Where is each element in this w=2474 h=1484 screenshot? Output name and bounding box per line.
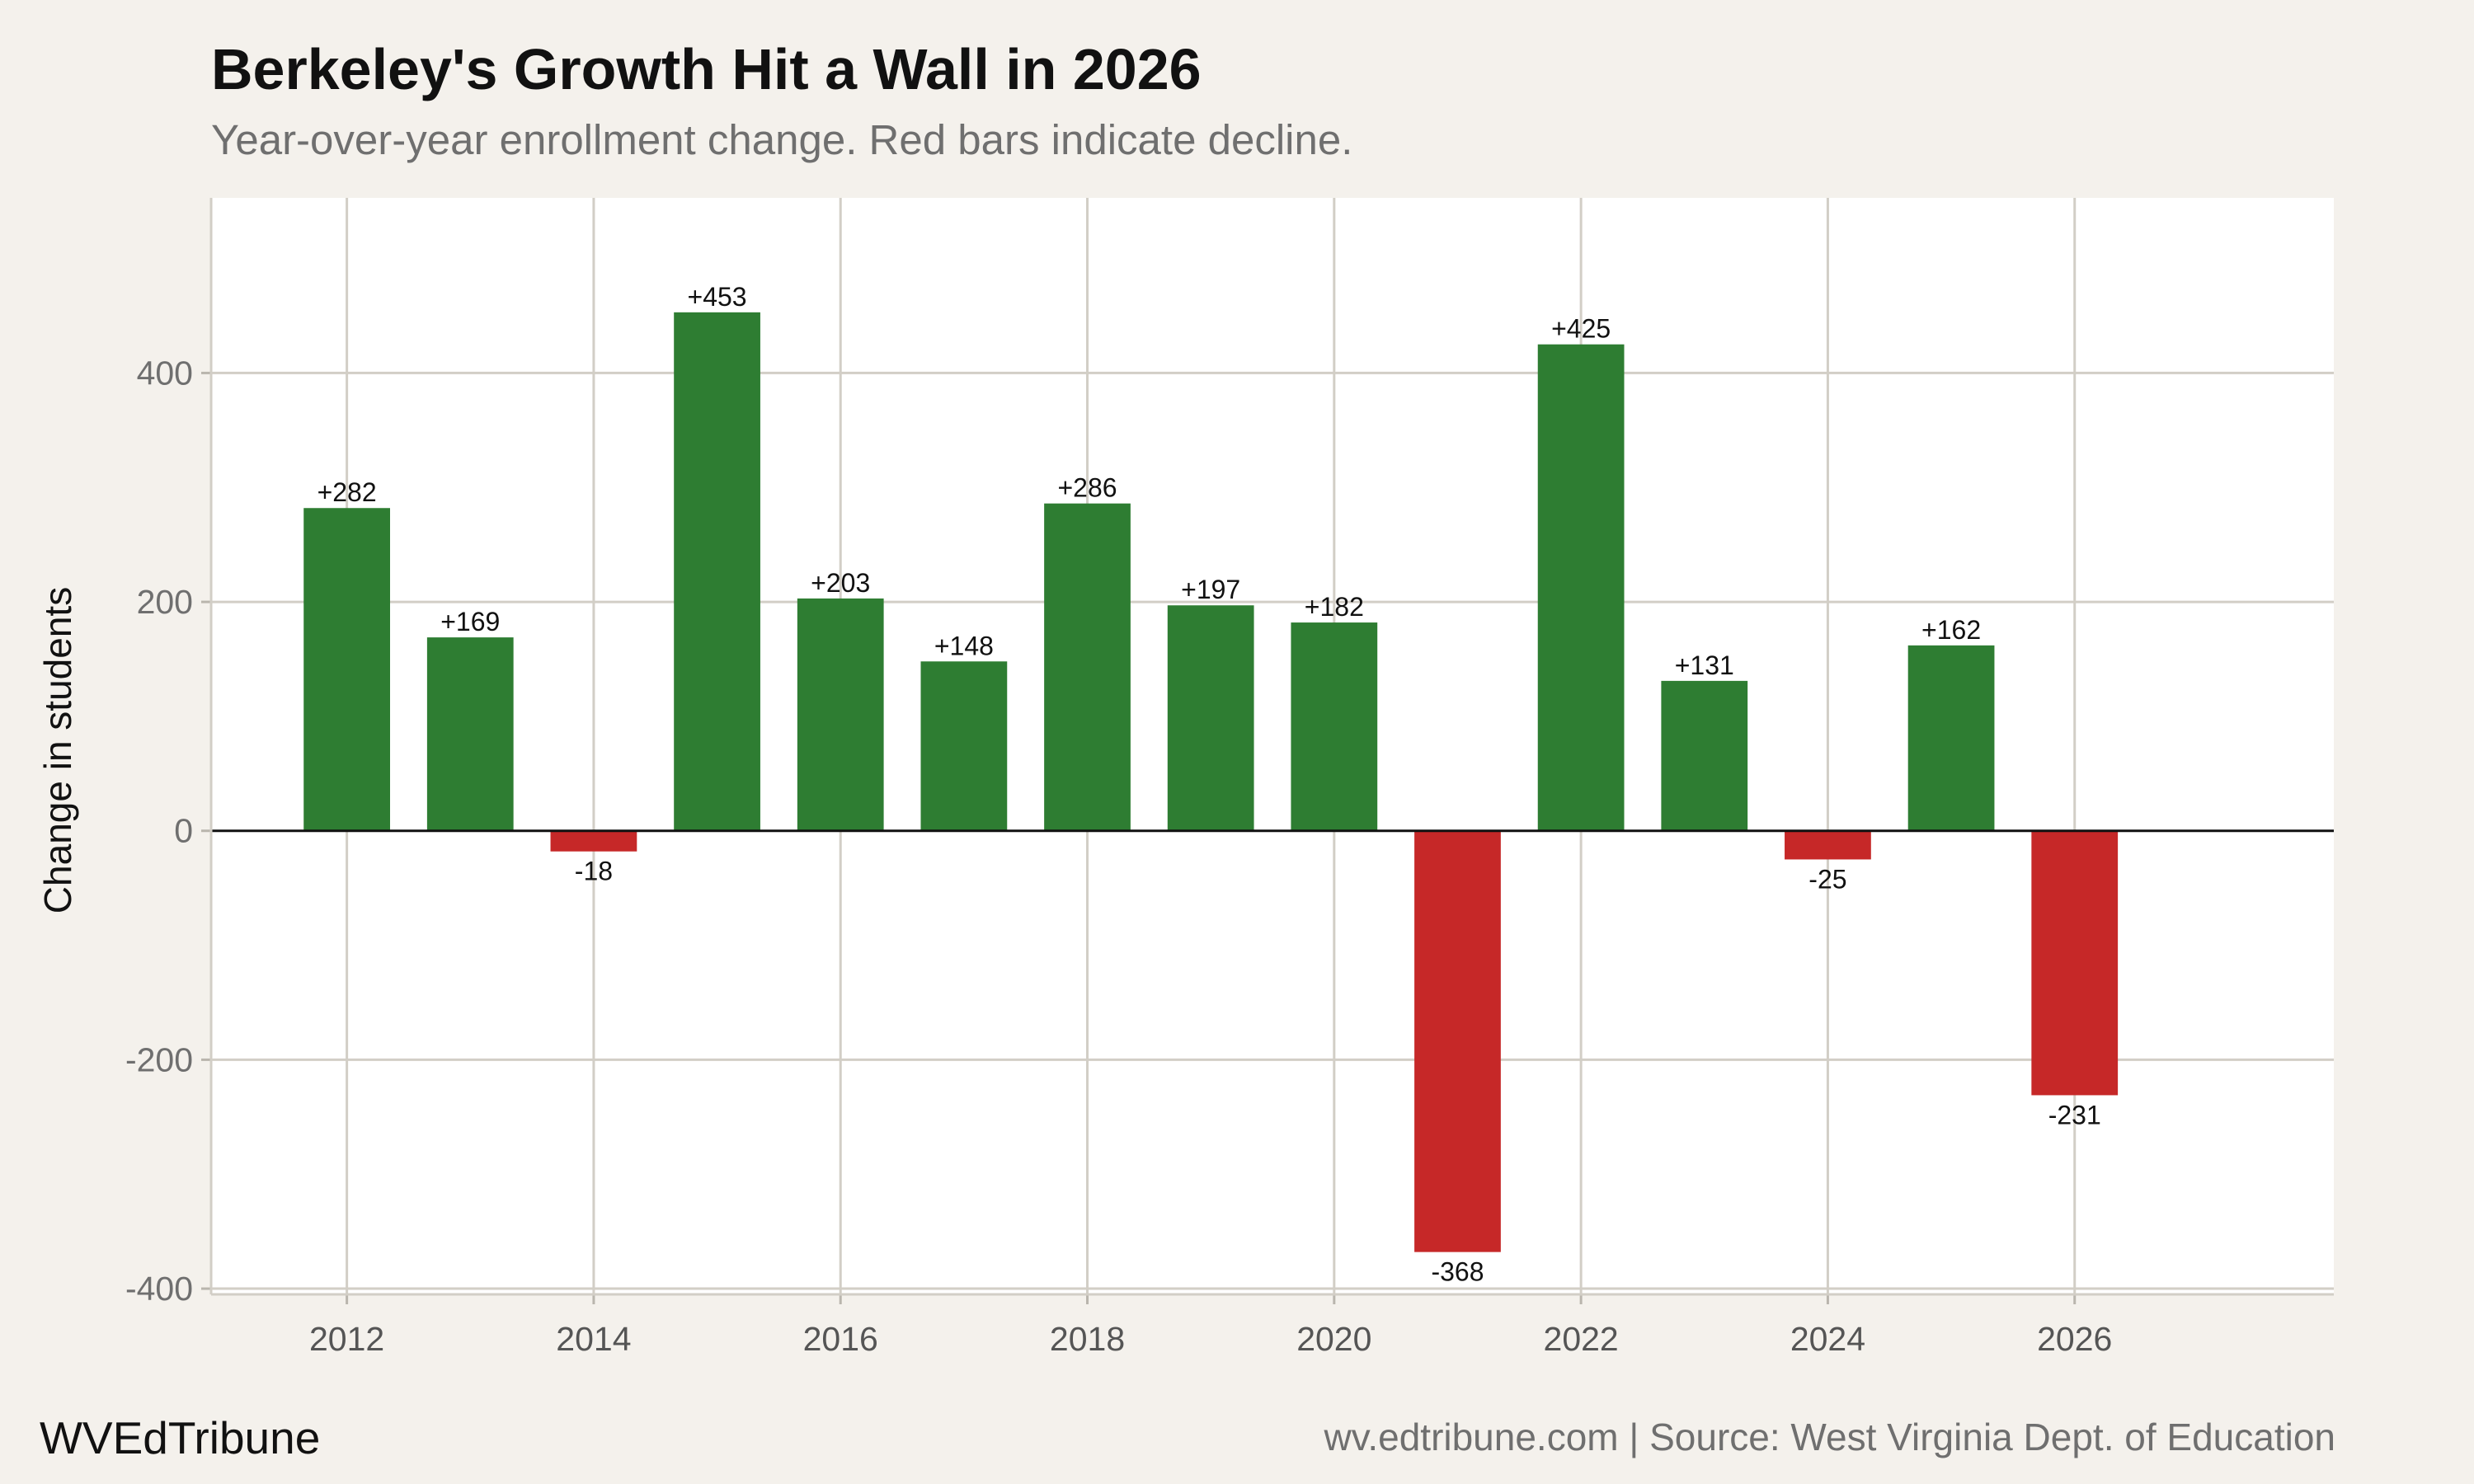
bar-2026 (2031, 830, 2119, 1096)
bar-value-labels: +282 +169 -18 +453 +203 +148 +286 +197 +182 -368 +… (317, 282, 2101, 1287)
y-axis-label: Change in students (36, 587, 79, 913)
bar-2014 (550, 830, 637, 852)
bar-2013 (426, 637, 514, 831)
y-tick-label: 200 (137, 583, 193, 621)
bar-label-2015: +453 (688, 282, 747, 312)
x-tick-label-2026: 2026 (2037, 1320, 2112, 1358)
bar-2019 (1167, 605, 1254, 831)
y-tick-label: 400 (137, 354, 193, 392)
bar-2020 (1291, 622, 1378, 831)
bar-label-2023: +131 (1675, 650, 1734, 680)
bar-label-2021: -368 (1431, 1257, 1484, 1287)
bars (303, 312, 2119, 1252)
bar-label-2017: +148 (934, 631, 994, 660)
y-tick-label: -200 (125, 1040, 193, 1078)
source-credit: wv.edtribune.com | Source: West Virginia… (1324, 1416, 2335, 1458)
bar-2023 (1661, 680, 1748, 831)
bar-2017 (920, 661, 1008, 831)
bar-2018 (1044, 503, 1131, 831)
bar-2022 (1537, 344, 1625, 831)
bar-label-2025: +162 (1921, 615, 1981, 645)
brand-logo-text: WVEdTribune (40, 1412, 321, 1463)
bar-2024 (1785, 830, 1871, 860)
bar-label-2019: +197 (1181, 575, 1240, 604)
bar-label-2016: +203 (811, 568, 870, 598)
x-tick-label-2024: 2024 (1790, 1320, 1865, 1358)
y-axis-ticks: -400 -200 0 200 400 (125, 354, 211, 1308)
bar-label-2024: -25 (1808, 864, 1846, 894)
y-tick-label: -400 (125, 1270, 193, 1308)
bar-2021 (1414, 830, 1501, 1252)
x-tick-label-2012: 2012 (309, 1320, 384, 1358)
bar-2015 (674, 312, 760, 831)
bar-label-2012: +282 (317, 477, 377, 507)
x-tick-label-2014: 2014 (556, 1320, 631, 1358)
bar-label-2014: -18 (575, 857, 613, 886)
bar-2016 (797, 598, 884, 831)
plot-panel (211, 198, 2334, 1294)
bar-label-2013: +169 (440, 607, 500, 636)
bar-2025 (1907, 645, 1995, 831)
bar-label-2022: +425 (1551, 314, 1611, 344)
chart-title: Berkeley's Growth Hit a Wall in 2026 (211, 37, 1202, 101)
x-tick-label-2022: 2022 (1544, 1320, 1619, 1358)
bar-label-2020: +182 (1305, 592, 1364, 622)
x-tick-label-2020: 2020 (1296, 1320, 1371, 1358)
bar-2012 (303, 508, 390, 831)
x-tick-label-2016: 2016 (803, 1320, 878, 1358)
y-tick-label: 0 (174, 812, 193, 850)
bar-label-2026: -231 (2048, 1100, 2101, 1129)
chart-subtitle: Year-over-year enrollment change. Red ba… (211, 116, 1353, 163)
x-tick-label-2018: 2018 (1050, 1320, 1125, 1358)
bar-label-2018: +286 (1057, 473, 1117, 503)
x-axis-ticks: 2012 2014 2016 2018 2020 2022 2024 2026 (309, 1294, 2112, 1358)
